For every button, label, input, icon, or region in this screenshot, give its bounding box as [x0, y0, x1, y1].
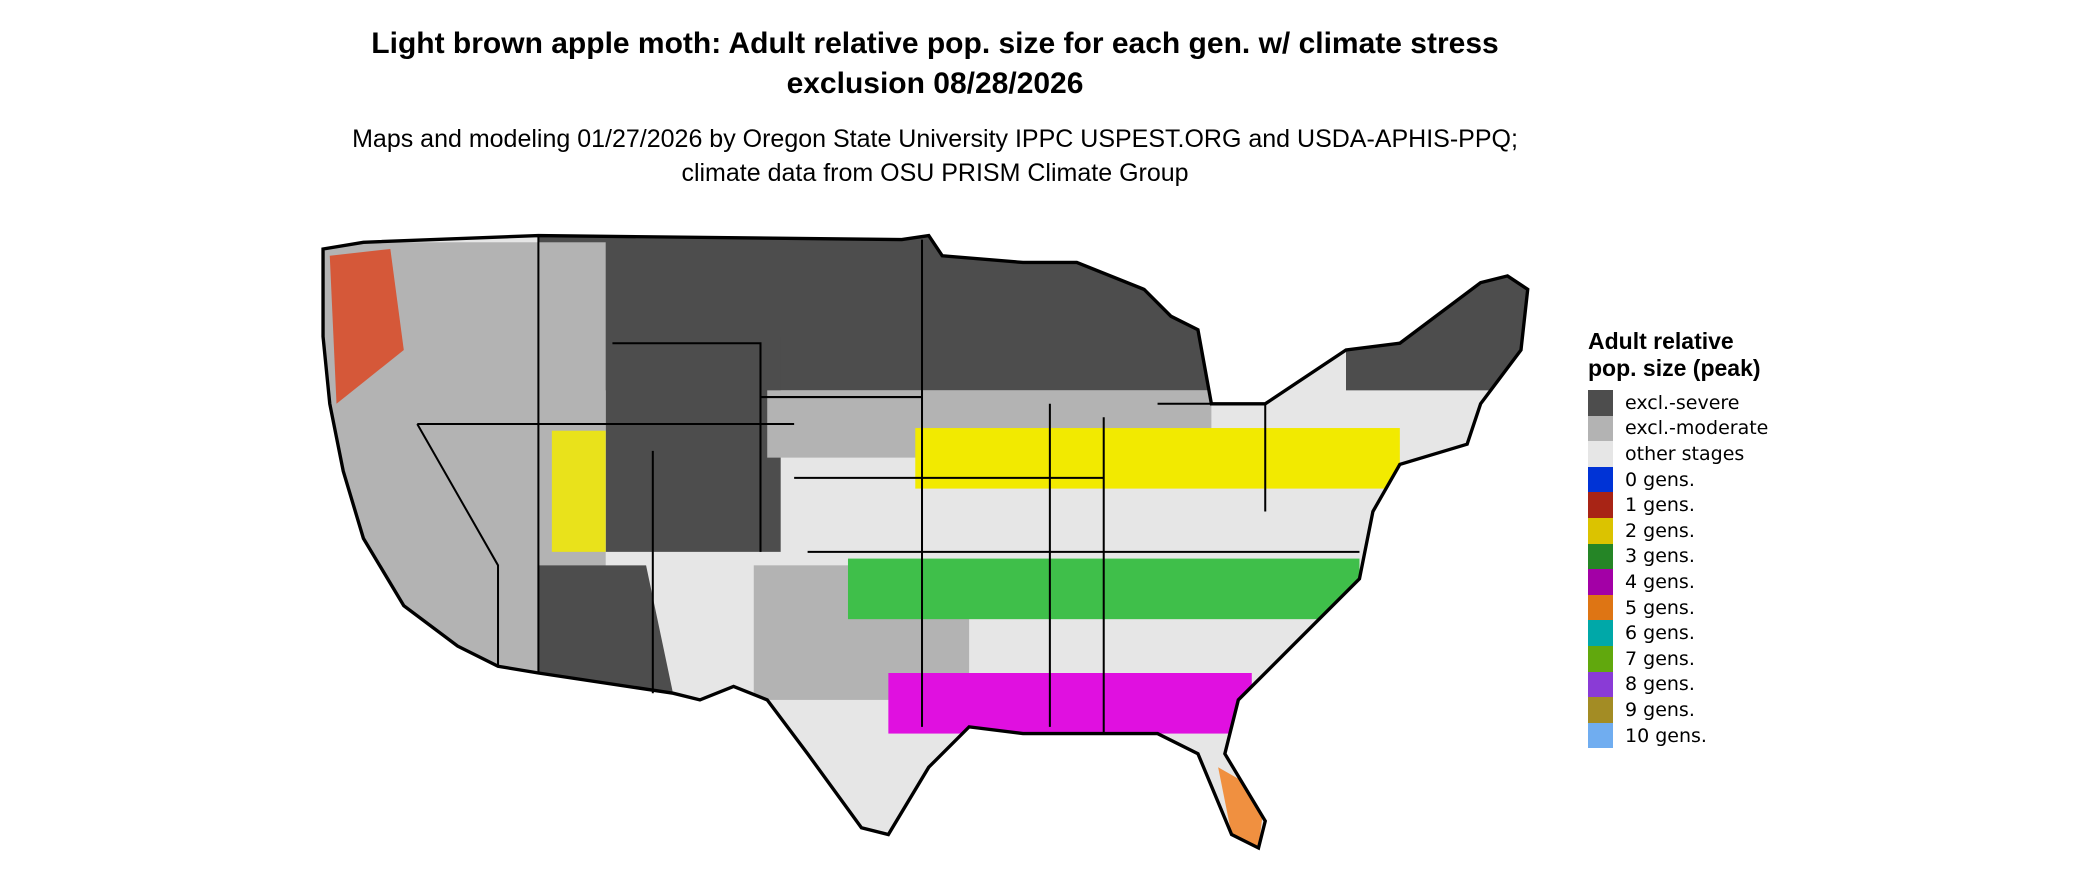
legend-swatch [1588, 390, 1613, 416]
map-title: Light brown apple moth: Adult relative p… [371, 27, 1499, 100]
legend-swatch [1588, 645, 1613, 672]
legend-swatch [1588, 415, 1613, 442]
legend-swatch [1588, 466, 1613, 493]
region-severe-rockies [605, 336, 781, 552]
state-borders [416, 235, 1360, 734]
legend-label: 3 gens. [1625, 545, 1695, 568]
legend-label: 4 gens. [1625, 570, 1695, 593]
region-1gen-northwest [329, 249, 404, 404]
legend-label: other stages [1625, 442, 1745, 465]
legend-item: 1 gens. [1588, 492, 1788, 518]
legend-swatch [1588, 492, 1613, 518]
legend-swatch [1588, 620, 1613, 646]
band-2gen [915, 428, 1400, 489]
legend-swatch [1588, 697, 1613, 723]
legend-swatch [1588, 517, 1613, 544]
legend-swatch [1588, 569, 1613, 595]
legend: Adult relative pop. size (peak) excl.-se… [1588, 328, 1788, 749]
legend-label: 9 gens. [1625, 698, 1695, 721]
region-severe-arizona [538, 565, 673, 694]
legend-label: 8 gens. [1625, 673, 1695, 696]
legend-item: 4 gens. [1588, 569, 1788, 595]
legend-swatch [1588, 441, 1613, 467]
band-4gen [888, 673, 1252, 734]
legend-label: excl.-moderate [1625, 417, 1769, 440]
legend-item: excl.-severe [1588, 390, 1788, 416]
legend-swatch [1588, 722, 1613, 749]
map-subtitle: Maps and modeling 01/27/2026 by Oregon S… [352, 125, 1518, 187]
legend-label: 5 gens. [1625, 596, 1695, 619]
legend-swatch [1588, 671, 1613, 698]
legend-label: 2 gens. [1625, 519, 1695, 542]
legend-item: 3 gens. [1588, 543, 1788, 570]
legend-item: 5 gens. [1588, 594, 1788, 621]
legend-item: 10 gens. [1588, 722, 1788, 749]
legend-title: Adult relative pop. size (peak) [1588, 328, 1761, 381]
band-2gen-west [551, 430, 606, 552]
legend-label: excl.-severe [1625, 391, 1740, 414]
legend-item: 8 gens. [1588, 671, 1788, 698]
legend-item: 0 gens. [1588, 466, 1788, 493]
legend-item: 9 gens. [1588, 697, 1788, 723]
legend-label: 7 gens. [1625, 647, 1695, 670]
legend-item: 6 gens. [1588, 620, 1788, 646]
legend-label: 1 gens. [1625, 494, 1695, 517]
legend-swatch [1588, 543, 1613, 570]
legend-label: 6 gens. [1625, 622, 1695, 645]
legend-item: 7 gens. [1588, 645, 1788, 672]
region-severe-northeast [1346, 255, 1528, 391]
legend-swatch [1588, 594, 1613, 621]
legend-item: excl.-moderate [1588, 415, 1788, 442]
legend-item: 2 gens. [1588, 517, 1788, 544]
legend-label: 0 gens. [1625, 468, 1695, 491]
legend-item: other stages [1588, 441, 1788, 467]
legend-label: 10 gens. [1625, 724, 1707, 747]
